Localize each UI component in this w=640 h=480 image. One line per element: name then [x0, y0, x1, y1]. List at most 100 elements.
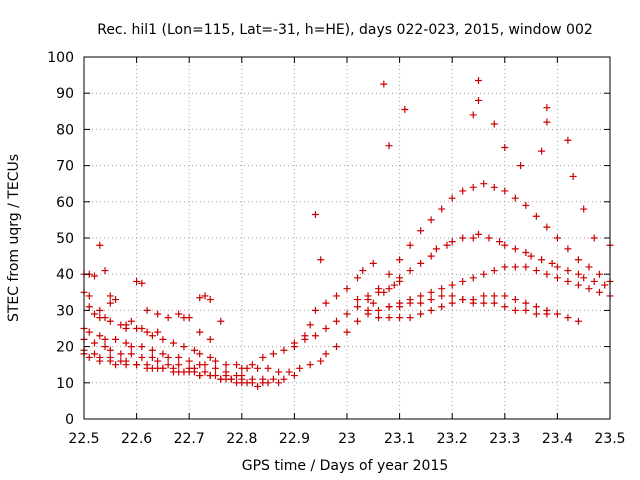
- data-point: [522, 201, 530, 209]
- y-axis-title: STEC from uqrg / TECUs: [6, 154, 22, 322]
- x-tick-label: 22.5: [68, 431, 99, 447]
- x-tick-label: 23.3: [489, 431, 520, 447]
- data-point: [469, 234, 477, 242]
- y-tick-label: 90: [56, 86, 74, 102]
- data-point: [133, 277, 141, 285]
- data-point: [532, 310, 540, 318]
- data-point: [364, 310, 372, 318]
- x-tick-label: 23.4: [542, 431, 573, 447]
- y-tick-label: 100: [47, 50, 74, 66]
- data-point: [112, 361, 120, 369]
- data-point: [490, 299, 498, 307]
- data-point: [459, 296, 467, 304]
- data-point: [175, 310, 183, 318]
- data-point: [448, 292, 456, 300]
- x-tick-label: 23: [338, 431, 356, 447]
- data-point: [101, 267, 109, 275]
- data-point: [206, 335, 214, 343]
- data-point: [385, 285, 393, 293]
- data-point: [322, 350, 330, 358]
- y-axis-tick-labels: 0 10 20 30 40 50 60 70 80 90 100: [47, 50, 74, 428]
- data-point: [511, 194, 519, 202]
- data-point: [185, 357, 193, 365]
- data-point: [432, 245, 440, 253]
- data-point: [354, 296, 362, 304]
- data-point: [522, 263, 530, 271]
- data-point: [375, 306, 383, 314]
- data-point: [138, 343, 146, 351]
- data-point: [438, 292, 446, 300]
- data-point: [380, 80, 388, 88]
- data-point: [259, 353, 267, 361]
- data-point: [543, 270, 551, 278]
- data-point: [91, 350, 99, 358]
- data-point: [343, 328, 351, 336]
- data-point: [438, 205, 446, 213]
- data-point: [254, 382, 262, 390]
- y-tick-label: 50: [56, 231, 74, 247]
- data-point: [306, 361, 314, 369]
- data-point: [138, 325, 146, 332]
- data-point: [553, 274, 561, 282]
- data-point: [243, 379, 251, 387]
- x-axis-tick-labels: 22.5 22.6 22.7 22.8 22.9 23 23.1 23.2 23.3 23.4 23…: [68, 431, 625, 447]
- data-point: [264, 364, 272, 372]
- data-point: [159, 335, 167, 343]
- data-point: [154, 328, 162, 336]
- data-point: [469, 299, 477, 307]
- data-point: [212, 364, 219, 372]
- axis-ticks: [83, 56, 611, 420]
- data-point: [574, 256, 582, 264]
- data-point: [285, 368, 293, 376]
- data-point: [390, 281, 398, 289]
- data-point: [385, 270, 393, 278]
- data-point: [396, 274, 404, 282]
- data-point: [254, 364, 262, 372]
- data-point: [275, 368, 283, 376]
- data-point: [490, 120, 498, 128]
- data-point: [133, 361, 141, 369]
- data-point: [364, 292, 372, 300]
- data-point: [475, 96, 482, 104]
- x-tick-label: 22.8: [226, 431, 257, 447]
- data-point: [143, 328, 151, 336]
- data-point: [417, 299, 425, 307]
- data-point: [112, 296, 120, 304]
- data-point: [401, 105, 409, 113]
- data-point: [385, 303, 393, 311]
- data-point: [354, 317, 362, 325]
- data-point: [206, 296, 214, 304]
- data-point: [427, 306, 435, 314]
- data-point: [275, 379, 283, 387]
- data-point: [543, 118, 551, 126]
- data-point: [159, 350, 167, 358]
- data-point: [406, 241, 414, 249]
- data-point: [322, 299, 330, 307]
- data-point: [369, 299, 377, 307]
- chart-title: Rec. hil1 (Lon=115, Lat=-31, h=HE), days…: [97, 22, 593, 38]
- data-point: [590, 277, 598, 285]
- data-point: [222, 361, 230, 369]
- grid-layer: [84, 57, 610, 419]
- data-point: [385, 314, 393, 322]
- data-point: [354, 303, 362, 311]
- data-point: [490, 183, 498, 191]
- data-point: [396, 256, 404, 264]
- data-point: [306, 321, 314, 329]
- data-point: [574, 317, 582, 325]
- data-point: [601, 281, 609, 289]
- data-point: [159, 364, 167, 372]
- data-point: [501, 292, 509, 300]
- data-point: [138, 353, 146, 361]
- x-axis-title: GPS time / Days of year 2015: [242, 458, 449, 474]
- data-point: [148, 332, 156, 340]
- data-point: [480, 270, 488, 278]
- data-point: [101, 343, 109, 351]
- data-point: [222, 375, 230, 383]
- data-point: [106, 346, 114, 354]
- data-point: [96, 332, 104, 340]
- data-point: [475, 230, 482, 238]
- data-point: [85, 303, 93, 311]
- data-point: [196, 294, 204, 302]
- data-point: [469, 111, 477, 119]
